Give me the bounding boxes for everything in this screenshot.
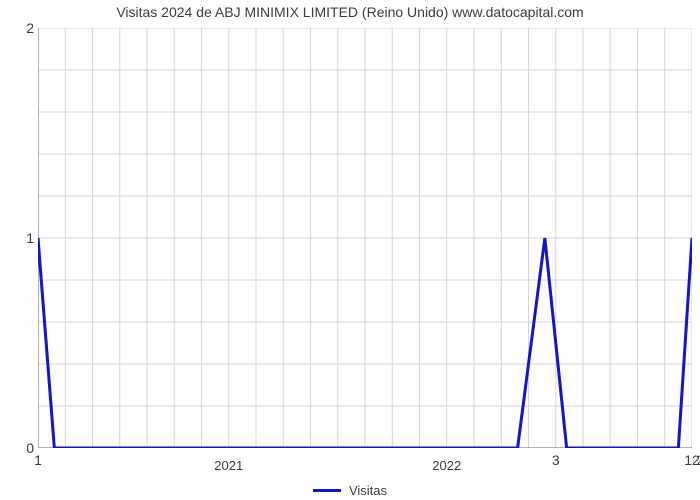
legend-swatch bbox=[313, 489, 341, 492]
x-tick-label: 1 bbox=[34, 452, 42, 468]
x-tick-label: 202 bbox=[697, 452, 700, 468]
chart-title: Visitas 2024 de ABJ MINIMIX LIMITED (Rei… bbox=[0, 4, 700, 20]
chart-svg bbox=[38, 28, 692, 448]
x-major-label: 2021 bbox=[214, 458, 243, 473]
plot-area bbox=[38, 28, 692, 448]
y-tick-label: 1 bbox=[4, 230, 34, 246]
x-major-label: 2022 bbox=[432, 458, 461, 473]
y-tick-label: 2 bbox=[4, 20, 34, 36]
y-tick-label: 0 bbox=[4, 440, 34, 456]
legend: Visitas bbox=[0, 479, 700, 498]
chart-container: Visitas 2024 de ABJ MINIMIX LIMITED (Rei… bbox=[0, 0, 700, 500]
x-tick-label: 3 bbox=[552, 452, 560, 468]
legend-label: Visitas bbox=[349, 483, 387, 498]
legend-item-visitas: Visitas bbox=[313, 483, 387, 498]
